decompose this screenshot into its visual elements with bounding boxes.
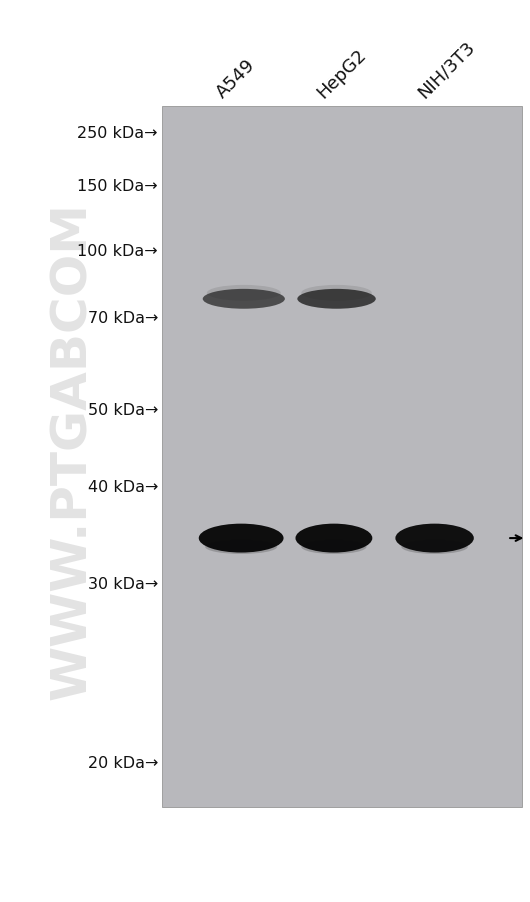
Text: HepG2: HepG2 xyxy=(313,46,369,102)
Ellipse shape xyxy=(199,524,284,553)
Ellipse shape xyxy=(297,290,376,309)
Text: WWW.PTGABCOM: WWW.PTGABCOM xyxy=(48,202,95,700)
Ellipse shape xyxy=(401,540,468,555)
Text: NIH/3T3: NIH/3T3 xyxy=(414,38,478,102)
Text: 30 kDa→: 30 kDa→ xyxy=(87,576,158,591)
Ellipse shape xyxy=(395,524,474,553)
Ellipse shape xyxy=(203,290,285,309)
Text: 50 kDa→: 50 kDa→ xyxy=(87,403,158,418)
Text: 250 kDa→: 250 kDa→ xyxy=(77,126,158,141)
Ellipse shape xyxy=(301,286,372,301)
Bar xyxy=(162,106,522,807)
Ellipse shape xyxy=(295,524,372,553)
Text: 40 kDa→: 40 kDa→ xyxy=(87,480,158,494)
Text: 20 kDa→: 20 kDa→ xyxy=(87,755,158,769)
Text: 100 kDa→: 100 kDa→ xyxy=(77,244,158,258)
Ellipse shape xyxy=(205,540,277,555)
Ellipse shape xyxy=(207,286,281,301)
Text: 150 kDa→: 150 kDa→ xyxy=(77,179,158,194)
Text: 70 kDa→: 70 kDa→ xyxy=(87,311,158,326)
Text: A549: A549 xyxy=(213,56,259,102)
Ellipse shape xyxy=(301,540,367,555)
